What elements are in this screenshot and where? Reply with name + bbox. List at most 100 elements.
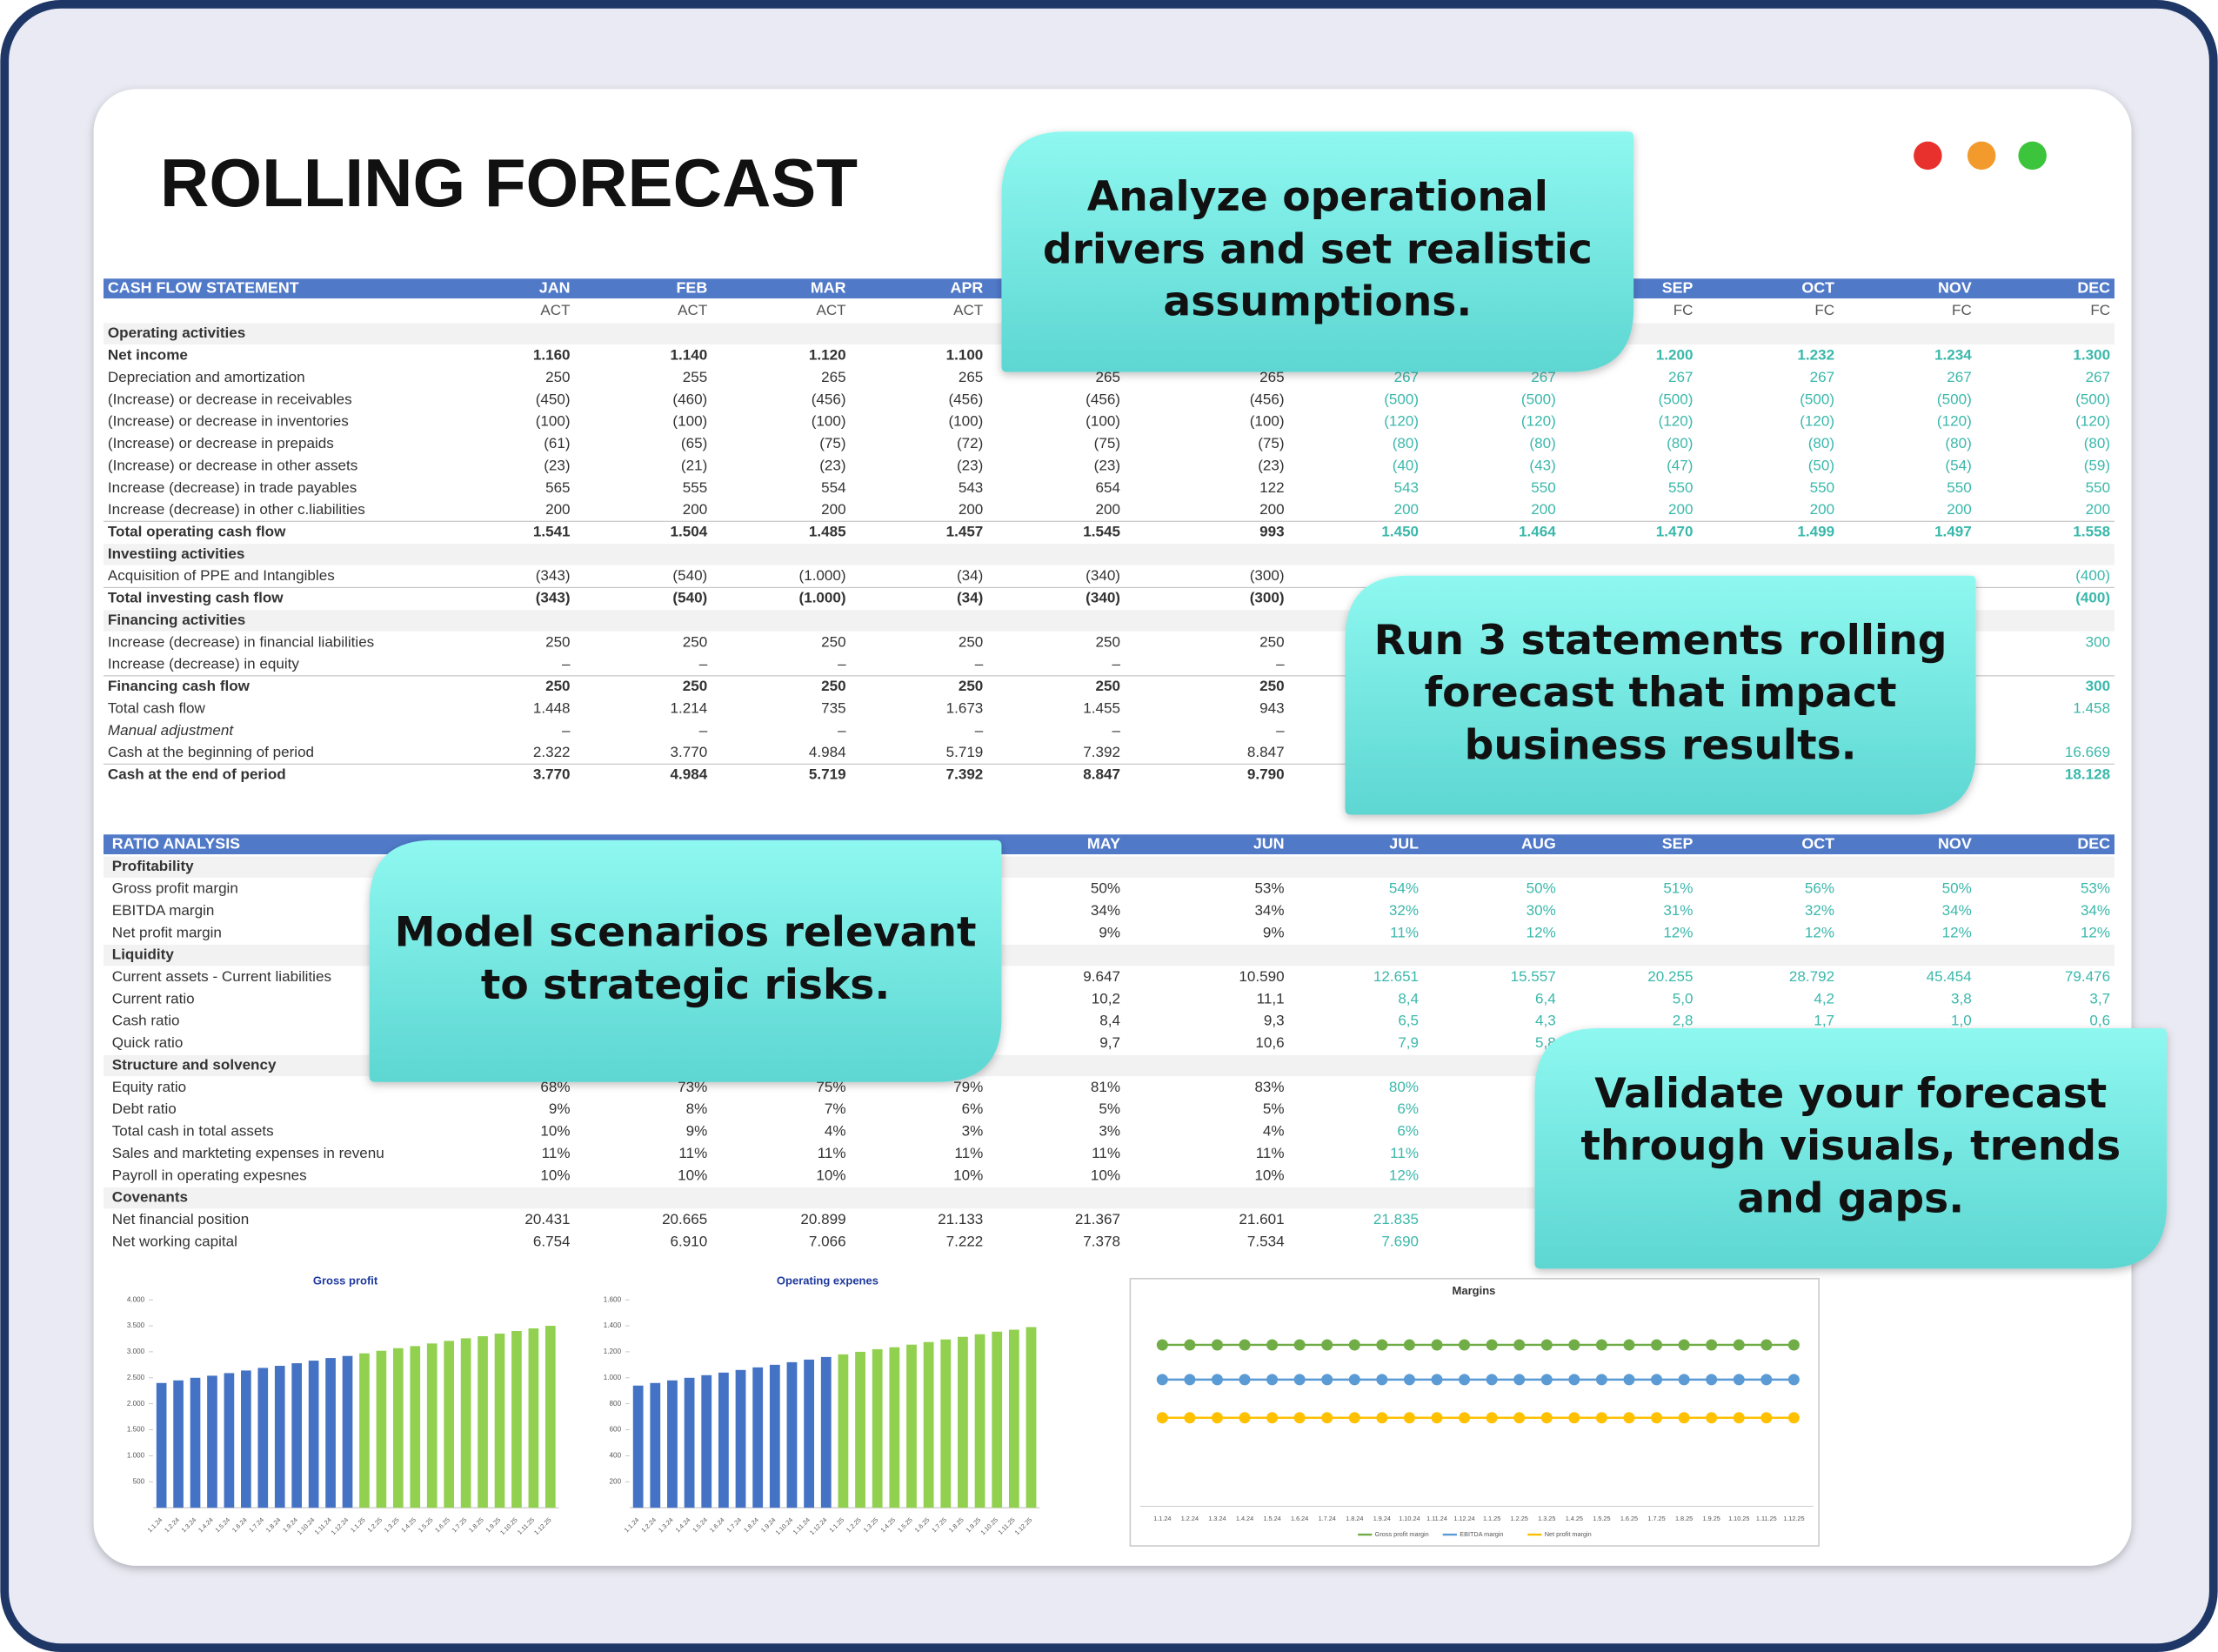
cell-value: 1.234 <box>1934 347 1972 364</box>
bar <box>1008 1329 1019 1508</box>
cell-value: 1.448 <box>533 699 571 716</box>
cell-value: (34) <box>957 590 983 606</box>
row-label: Increase (decrease) in trade payables <box>108 479 357 496</box>
cell-value: 250 <box>1096 678 1120 694</box>
point <box>1431 1412 1443 1424</box>
cell-value: 1,0 <box>1951 1013 1972 1029</box>
point <box>1706 1374 1718 1386</box>
cell-value: 265 <box>821 369 845 385</box>
cell-value: (300) <box>1250 590 1285 606</box>
cell-value: (72) <box>957 435 983 451</box>
point <box>1211 1339 1223 1351</box>
cell-value: 7.690 <box>1381 1233 1419 1249</box>
cell-value: 122 <box>1259 479 1284 496</box>
row-label: Quick ratio <box>112 1034 184 1051</box>
cell-value: 9% <box>686 1123 708 1140</box>
month-header: NOV <box>1938 834 1972 852</box>
cell-value: (40) <box>1393 457 1419 473</box>
cell-value: 543 <box>1394 479 1419 496</box>
cell-value: 5.719 <box>809 766 846 782</box>
row-label: Investiing activities <box>108 545 244 562</box>
row-label: Debt ratio <box>112 1100 177 1117</box>
cell-value: 3,7 <box>2089 990 2110 1007</box>
cell-value: 81% <box>1091 1079 1120 1095</box>
point <box>1293 1374 1306 1386</box>
month-header: SEP <box>1662 278 1694 296</box>
cell-value: 1.160 <box>533 347 571 364</box>
bar <box>838 1354 849 1508</box>
cell-value: 16.669 <box>2065 744 2110 760</box>
point <box>1678 1339 1690 1351</box>
chart-frame <box>1129 1277 1820 1547</box>
cell-value: 9,3 <box>1264 1013 1285 1029</box>
cell-value: 9.647 <box>1083 968 1120 985</box>
cell-value: 50% <box>1091 880 1120 897</box>
month-header: FEB <box>677 278 708 296</box>
y-tick-label: 1.200 <box>604 1348 622 1355</box>
cell-value: (80) <box>1529 435 1555 451</box>
cell-value: 34% <box>1091 902 1120 919</box>
cell-value: 11% <box>1390 924 1419 940</box>
cell-value: 267 <box>1668 369 1693 385</box>
callout-text: business results. <box>1465 721 1857 769</box>
point <box>1787 1412 1800 1424</box>
cell-value: 5.719 <box>946 744 984 760</box>
point <box>1156 1339 1168 1351</box>
x-tick-label: 1.11.25 <box>1756 1515 1777 1522</box>
cell-value: (343) <box>536 567 571 584</box>
row-label: Depreciation and amortization <box>108 369 305 385</box>
bar <box>889 1347 900 1508</box>
bar <box>410 1346 421 1508</box>
point <box>1733 1374 1745 1386</box>
cell-value: (500) <box>2075 391 2110 407</box>
page-title: ROLLING FORECAST <box>160 144 858 221</box>
cell-value: 300 <box>2086 633 2110 650</box>
cell-value: 9% <box>549 1100 571 1117</box>
close-dot[interactable] <box>1914 141 1942 171</box>
cell-value: (34) <box>957 567 983 584</box>
cell-value: 8,4 <box>1398 990 1419 1007</box>
cell-value: 6.754 <box>533 1233 571 1249</box>
bar <box>974 1334 985 1508</box>
cell-value: 267 <box>1394 369 1419 385</box>
point <box>1239 1412 1251 1424</box>
cell-value: 8.847 <box>1083 766 1120 782</box>
period-type: ACT <box>953 302 984 318</box>
point <box>1431 1339 1443 1351</box>
row-label: Net financial position <box>112 1211 249 1227</box>
bar <box>393 1348 404 1508</box>
cell-value: 267 <box>1531 369 1555 385</box>
cell-value: 1.464 <box>1519 523 1556 539</box>
bar <box>156 1382 167 1508</box>
bar <box>257 1368 269 1508</box>
cell-value: 7.392 <box>1083 744 1120 760</box>
point <box>1321 1339 1333 1351</box>
cell-value: 53% <box>1254 880 1284 897</box>
point <box>1568 1339 1580 1351</box>
cell-value: (75) <box>819 435 845 451</box>
cell-value: (500) <box>1800 391 1834 407</box>
cell-value: 8% <box>686 1100 708 1117</box>
callout-text: Model scenarios relevant <box>395 909 977 957</box>
row-label: (Increase) or decrease in other assets <box>108 457 357 473</box>
maximize-dot[interactable] <box>2018 141 2047 171</box>
cell-value: 50% <box>1942 880 1972 897</box>
minimize-dot[interactable] <box>1967 141 1996 171</box>
cell-value: – <box>562 722 571 739</box>
point <box>1293 1339 1306 1351</box>
cell-value: (460) <box>672 391 707 407</box>
point <box>1486 1374 1498 1386</box>
cell-value: 1.458 <box>2073 699 2110 716</box>
cell-value: 9.790 <box>1247 766 1285 782</box>
cell-value: – <box>975 722 984 739</box>
cell-value: 2,8 <box>1673 1013 1694 1029</box>
cell-value: 0,6 <box>2089 1013 2110 1029</box>
cell-value: 32% <box>1805 902 1834 919</box>
cell-value: 5% <box>1263 1100 1285 1117</box>
cell-value: – <box>699 722 708 739</box>
cell-value: (50) <box>1808 457 1834 473</box>
point <box>1651 1374 1663 1386</box>
cell-value: 5,0 <box>1673 990 1694 1007</box>
callout-text: to strategic risks. <box>481 961 890 1009</box>
cell-value: (1.000) <box>799 590 846 606</box>
